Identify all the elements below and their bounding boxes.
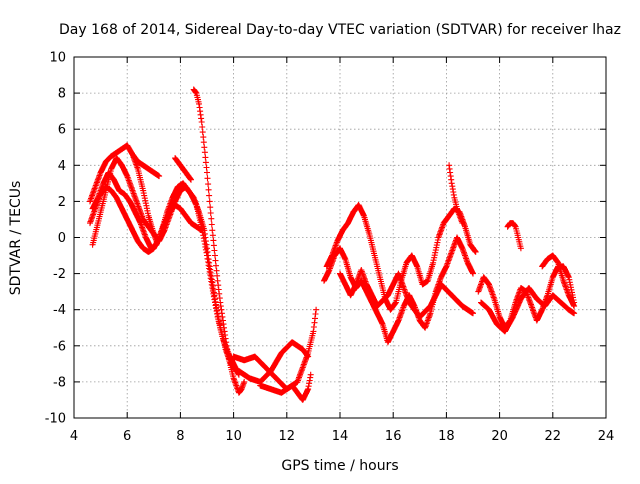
- x-tick-label: 6: [123, 429, 131, 444]
- series-sat-i: [235, 339, 312, 385]
- y-tick-label: 10: [49, 51, 66, 66]
- series-sat-r: [539, 252, 578, 310]
- series-markers: [172, 155, 194, 183]
- data-points: [87, 86, 578, 403]
- y-tick-label: -8: [53, 375, 66, 390]
- series-sat-f: [172, 155, 194, 183]
- y-tick-label: -10: [45, 412, 66, 427]
- series-markers: [87, 184, 205, 255]
- series-sat-c: [87, 184, 205, 255]
- series-markers: [235, 339, 312, 385]
- y-tick-label: 4: [58, 159, 66, 174]
- series-markers: [89, 155, 160, 248]
- series-sat-e: [129, 151, 163, 180]
- y-tick-label: 8: [58, 87, 66, 102]
- y-tick-label: -2: [53, 267, 66, 282]
- series-markers: [539, 252, 578, 310]
- series-sat-j: [257, 371, 314, 403]
- series-sat-p: [478, 285, 578, 335]
- chart-title: Day 168 of 2014, Sidereal Day-to-day VTE…: [59, 22, 621, 38]
- y-tick-label: -6: [53, 339, 66, 354]
- x-tick-label: 24: [598, 429, 615, 444]
- x-tick-label: 14: [332, 429, 349, 444]
- series-markers: [190, 86, 248, 396]
- series-markers: [337, 267, 476, 320]
- series-markers: [446, 162, 466, 227]
- y-tick-label: 2: [58, 195, 66, 210]
- series-sat-g: [190, 86, 248, 396]
- y-axis-label: SDTVAR / TECUs: [8, 181, 24, 296]
- x-tick-label: 20: [491, 429, 508, 444]
- series-markers: [504, 220, 524, 252]
- series-markers: [478, 285, 578, 335]
- y-tick-label: 6: [58, 123, 66, 138]
- x-tick-label: 4: [70, 429, 78, 444]
- series-markers: [129, 151, 163, 180]
- x-tick-label: 22: [545, 429, 562, 444]
- y-tick-label: -4: [53, 303, 66, 318]
- x-tick-label: 10: [225, 429, 242, 444]
- x-tick-label: 12: [279, 429, 296, 444]
- x-tick-label: 16: [385, 429, 402, 444]
- x-axis-label: GPS time / hours: [281, 458, 398, 474]
- x-tick-label: 18: [438, 429, 455, 444]
- y-tick-label: 0: [58, 231, 66, 246]
- series-markers: [257, 371, 314, 403]
- series-sat-q: [504, 220, 524, 252]
- series-sat-n: [446, 162, 466, 227]
- x-tick-label: 8: [176, 429, 184, 444]
- series-sat-m: [337, 267, 476, 320]
- series-sat-d: [89, 155, 160, 248]
